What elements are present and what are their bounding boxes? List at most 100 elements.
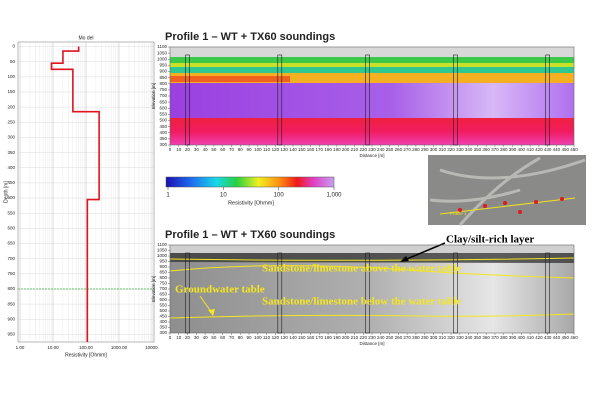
x-tick-label: 60 [220,335,226,340]
x-tick-label: 110 [263,335,271,340]
y-tick-label: 400 [7,165,15,170]
x-tick-label: 90 [247,147,253,152]
y-tick-label: 650 [159,292,167,297]
x-tick-label: 240 [377,335,385,340]
sounding [453,54,458,146]
y-tick-label: 800 [159,81,167,86]
x-tick-label: 10000. [145,345,159,350]
x-tick-label: 160 [307,147,315,152]
y-tick-label: 1050 [157,248,168,253]
x-tick-label: 390 [509,147,517,152]
x-tick-label: 320 [447,147,455,152]
x-tick-label: 350 [474,335,482,340]
y-tick-label: 650 [7,241,15,246]
x-tick-label: 80 [238,147,244,152]
x-tick-label: 30 [194,335,200,340]
y-tick-label: 800 [7,286,15,291]
x-tick-label: 430 [544,335,552,340]
y-tick-label: 1000 [157,253,168,258]
x-tick-label: 70 [229,147,235,152]
annotation: Sandstone/limestone below the water tabl… [262,296,461,308]
y-tick-label: 600 [159,105,167,110]
x-tick-label: 40 [203,147,209,152]
x-tick-label: 210 [351,147,359,152]
y-tick-label: 650 [159,99,167,104]
data-line [50,46,100,342]
x-tick-label: 330 [456,147,464,152]
x-tick-label: 20 [185,335,191,340]
x-tick-label: 40 [203,335,209,340]
x-tick-label: 380 [500,335,508,340]
sounding [453,252,458,334]
y-tick-label: 200 [7,104,15,109]
chart-title: Profile 1 – WT + TX60 soundings [165,229,335,241]
x-tick-label: 420 [535,147,543,152]
colorbar-tick-label: 1 [166,193,170,199]
y-tick-label: 100 [7,74,15,79]
x-tick-label: 370 [491,147,499,152]
x-tick-label: 350 [474,147,482,152]
y-tick-label: 850 [159,270,167,275]
x-tick-label: 90 [247,335,253,340]
x-tick-label: 270 [403,335,411,340]
y-tick-label: 850 [7,301,15,306]
x-tick-label: 200 [342,335,350,340]
x-tick-label: 120 [272,335,280,340]
x-tick-label: 190 [333,335,341,340]
map-label: Profile 1 [450,211,467,216]
sounding [185,54,190,146]
y-tick-label: 950 [159,259,167,264]
section-image [170,47,574,145]
x-axis-label: Distance [m] [359,153,384,158]
chart-title: Mo del [78,35,93,41]
x-tick-label: 310 [439,335,447,340]
x-tick-label: 0 [169,147,172,152]
x-tick-label: 100 [254,147,262,152]
x-tick-label: 320 [447,335,455,340]
x-tick-label: 200 [342,147,350,152]
x-tick-label: 180 [324,335,332,340]
y-tick-label: 1100 [157,242,167,247]
y-tick-label: 350 [7,150,15,155]
sounding [185,252,190,334]
colorbar-tick-label: 1,000 [326,193,342,199]
x-tick-label: 450 [561,147,569,152]
x-tick-label: 50 [211,147,217,152]
y-tick-label: 900 [159,69,167,74]
y-tick-label: 500 [159,308,167,313]
x-tick-label: 70 [229,335,235,340]
sounding [277,54,283,146]
y-tick-label: 300 [7,135,15,140]
x-tick-label: 370 [491,335,499,340]
annotation: Sandstone/limestone above the water tabl… [262,263,461,275]
x-tick-label: 260 [395,147,403,152]
sounding [277,252,283,334]
x-tick-label: 400 [518,147,526,152]
annotation: Groundwater table [175,284,265,296]
sounding [365,54,370,146]
x-tick-label: 60 [220,147,226,152]
y-tick-label: 300 [159,330,167,335]
y-tick-label: 450 [7,180,15,185]
y-tick-label: 500 [159,118,167,123]
x-tick-label: 140 [289,335,297,340]
x-tick-label: 140 [289,147,297,152]
y-tick-label: 550 [159,112,167,117]
x-tick-label: 110 [263,147,271,152]
sounding [545,252,550,334]
y-axis-label: Depth [m] [3,181,9,203]
y-axis-label: Elevation [m] [151,83,156,109]
x-tick-label: 340 [465,147,473,152]
x-tick-label: 150 [298,335,306,340]
x-tick-label: 100 [254,335,262,340]
y-tick-label: 0 [12,44,15,49]
y-tick-label: 850 [159,75,167,80]
x-tick-label: 210 [351,335,359,340]
x-tick-label: 280 [412,147,420,152]
y-tick-label: 550 [7,210,15,215]
y-tick-label: 900 [159,264,167,269]
y-tick-label: 50 [10,59,16,64]
y-tick-label: 250 [7,119,15,124]
y-tick-label: 700 [7,256,15,261]
